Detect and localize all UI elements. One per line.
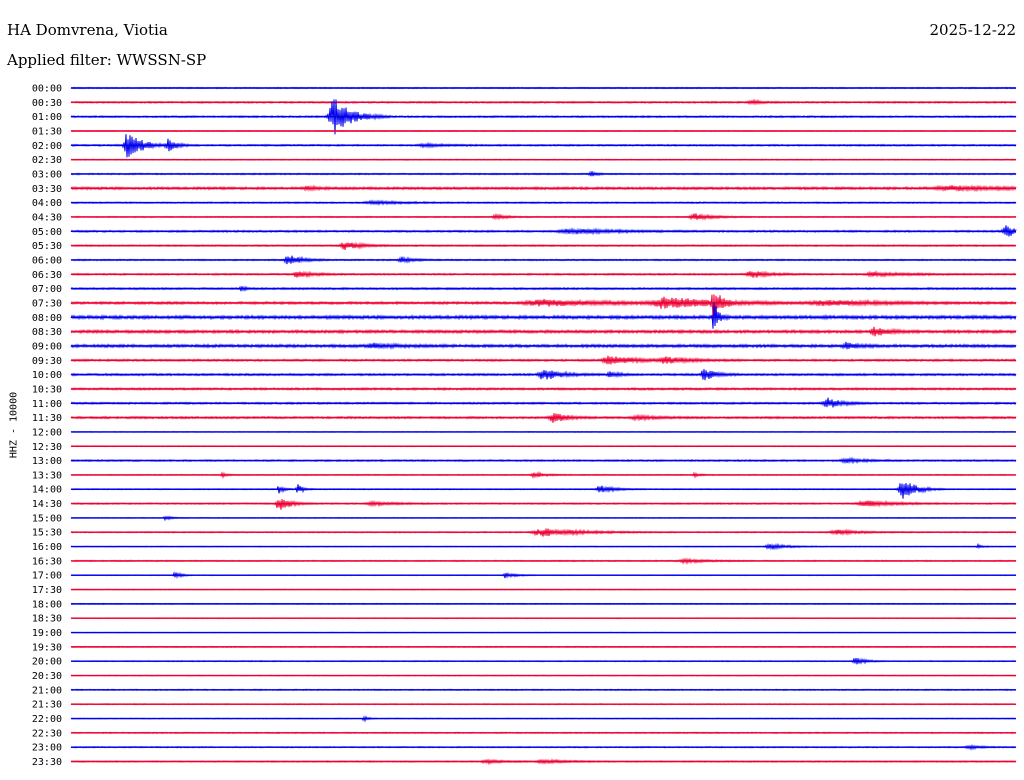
time-tick-label: 04:00 xyxy=(32,198,62,209)
time-tick-label: 22:30 xyxy=(32,728,62,739)
time-tick-label: 15:00 xyxy=(32,513,62,524)
time-tick-label: 10:30 xyxy=(32,384,62,395)
time-tick-label: 17:00 xyxy=(32,571,62,582)
time-tick-label: 02:30 xyxy=(32,155,62,166)
time-tick-label: 07:00 xyxy=(32,284,62,295)
time-tick-label: 01:30 xyxy=(32,126,62,137)
time-tick-label: 05:00 xyxy=(32,227,62,238)
time-tick-label: 12:30 xyxy=(32,442,62,453)
time-tick-label: 09:30 xyxy=(32,356,62,367)
time-tick-label: 09:00 xyxy=(32,341,62,352)
trace-row xyxy=(70,483,1017,499)
time-tick-label: 17:30 xyxy=(32,585,62,596)
time-tick-label: 20:30 xyxy=(32,671,62,682)
time-tick-label: 16:00 xyxy=(32,542,62,553)
time-tick-label: 16:30 xyxy=(32,556,62,567)
time-tick-label: 13:30 xyxy=(32,470,62,481)
time-tick-label: 05:30 xyxy=(32,241,62,252)
time-tick-label: 15:30 xyxy=(32,528,62,539)
time-tick-label: 03:00 xyxy=(32,169,62,180)
time-tick-label: 07:30 xyxy=(32,298,62,309)
time-tick-label: 11:30 xyxy=(32,413,62,424)
trace-row xyxy=(70,499,1017,510)
time-tick-label: 06:00 xyxy=(32,255,62,266)
time-tick-label: 10:00 xyxy=(32,370,62,381)
time-tick-label: 23:30 xyxy=(32,757,62,768)
time-tick-label: 00:00 xyxy=(32,84,62,95)
time-tick-label: 18:00 xyxy=(32,599,62,610)
time-tick-label: 23:00 xyxy=(32,743,62,754)
time-tick-label: 13:00 xyxy=(32,456,62,467)
time-tick-label: 08:30 xyxy=(32,327,62,338)
time-tick-label: 18:30 xyxy=(32,614,62,625)
time-tick-label: 04:30 xyxy=(32,212,62,223)
time-tick-label: 02:00 xyxy=(32,141,62,152)
time-tick-label: 14:00 xyxy=(32,485,62,496)
station-title: HA Domvrena, Viotia xyxy=(7,21,168,39)
time-tick-label: 22:00 xyxy=(32,714,62,725)
time-tick-label: 19:00 xyxy=(32,628,62,639)
time-tick-label: 12:00 xyxy=(32,427,62,438)
filter-label: Applied filter: WWSSN-SP xyxy=(7,51,207,69)
time-tick-label: 08:00 xyxy=(32,313,62,324)
date-label: 2025-12-22 xyxy=(929,21,1016,39)
time-tick-label: 00:30 xyxy=(32,98,62,109)
time-tick-label: 21:00 xyxy=(32,685,62,696)
time-tick-label: 14:30 xyxy=(32,499,62,510)
trace-row xyxy=(70,302,1017,329)
time-tick-label: 01:00 xyxy=(32,112,62,123)
time-tick-label: 03:30 xyxy=(32,184,62,195)
time-tick-label: 06:30 xyxy=(32,270,62,281)
time-tick-label: 20:00 xyxy=(32,657,62,668)
time-tick-label: 19:30 xyxy=(32,642,62,653)
time-tick-label: 21:30 xyxy=(32,700,62,711)
time-tick-label: 11:00 xyxy=(32,399,62,410)
